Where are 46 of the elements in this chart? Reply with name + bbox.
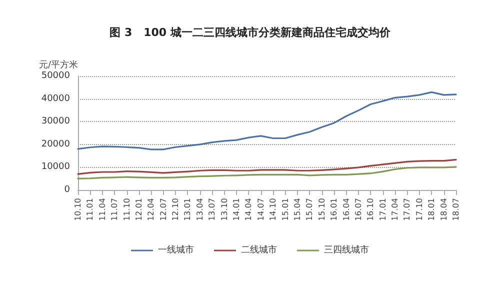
y-tick-label: 40000: [41, 94, 70, 104]
x-tick-label: 16.04: [342, 198, 351, 221]
x-tick-label: 17.04: [390, 198, 400, 221]
x-tick-label: 12.07: [158, 198, 168, 221]
legend-label: 三四线城市: [324, 244, 369, 256]
x-tick-label: 16.07: [354, 198, 363, 221]
y-tick-label: 20000: [41, 139, 70, 150]
chart-title: 图 3 100 城一二三四线城市分类新建商品住宅成交均价: [110, 26, 392, 39]
line-series: [77, 166, 457, 180]
y-tick-label: 10000: [41, 162, 70, 172]
x-tick-label: 11.04: [98, 198, 107, 221]
y-axis-title: 元/平方米: [38, 60, 78, 70]
x-tick-label: 15.07: [305, 198, 314, 221]
x-tick-label: 12.04: [146, 198, 156, 221]
x-tick-label: 15.10: [317, 198, 326, 221]
x-tick-label: 14.10: [268, 198, 278, 221]
y-tick-label: 30000: [41, 116, 70, 127]
x-tick-label: 17.07: [402, 198, 412, 221]
x-tick-label: 18.01: [427, 198, 436, 221]
x-tick-label: 17.10: [414, 198, 424, 221]
x-tick-label: 12.10: [171, 198, 180, 221]
x-tick-label: 18.04: [439, 198, 448, 221]
line-series: [77, 158, 457, 175]
x-tick-label: 12.01: [134, 198, 144, 221]
x-tick-label: 15.01: [280, 198, 290, 221]
x-tick-label: 15.04: [292, 198, 302, 221]
x-tick-label: 13.07: [208, 198, 217, 221]
x-tick-label: 11.10: [122, 198, 132, 221]
x-tick-label: 13.10: [220, 198, 229, 221]
legend-label: 二线城市: [241, 244, 277, 256]
x-tick-label: 14.04: [244, 198, 254, 221]
x-tick-label: 14.01: [232, 198, 242, 221]
x-tick-label: 13.01: [183, 198, 192, 221]
x-tick-label: 16.10: [366, 198, 376, 221]
line-series: [77, 91, 457, 150]
x-tick-label: 10.10: [74, 198, 82, 221]
legend-label: 一线城市: [158, 244, 194, 256]
x-tick-label: 13.04: [195, 198, 204, 221]
x-tick-label: 16.01: [330, 198, 339, 221]
x-tick-label: 17.01: [378, 198, 388, 221]
x-tick-label: 11.07: [110, 198, 120, 221]
y-tick-label: 50000: [41, 71, 70, 81]
x-tick-label: 11.01: [86, 198, 95, 221]
x-tick-label: 14.07: [256, 198, 266, 221]
x-tick-label: 18.07: [452, 198, 460, 221]
y-tick-label: 0: [64, 185, 70, 195]
